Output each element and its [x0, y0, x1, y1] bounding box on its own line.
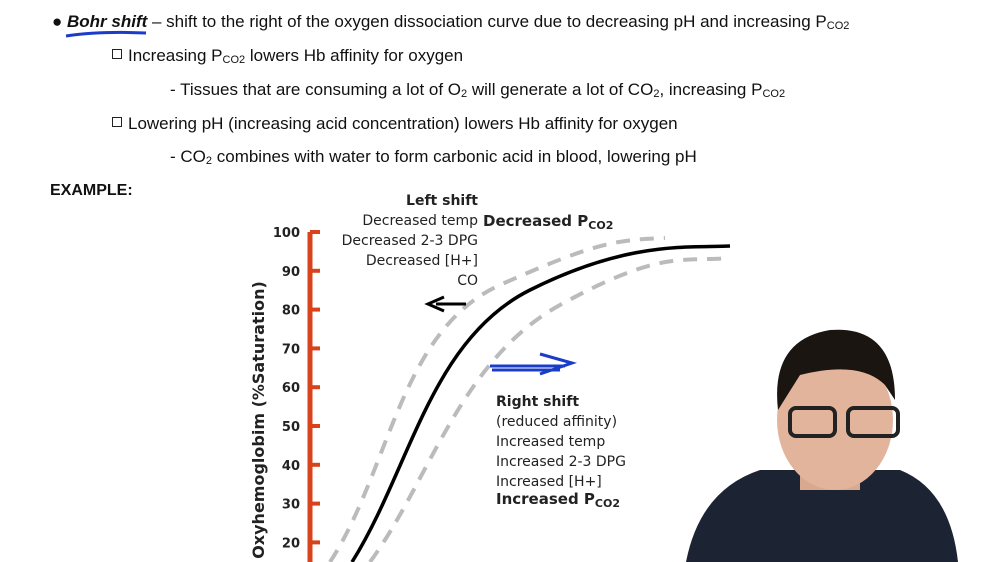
sub-line: Increasing PCO2 lowers Hb affinity for o… [112, 46, 463, 66]
subscript: CO2 [222, 54, 246, 66]
right-curve [368, 256, 731, 562]
y-tick-label: 70 [282, 342, 300, 357]
text: - Tissues that are consuming a lot of O [170, 80, 462, 99]
text: will generate a lot of CO [467, 80, 654, 99]
text: combines with water to form carbonic aci… [212, 147, 697, 166]
left-arrow [424, 295, 466, 313]
text: – shift to the right of the oxygen disso… [147, 12, 827, 31]
right-shift-item: Increased temp [496, 434, 605, 450]
subscript: CO2 [762, 88, 786, 100]
left-shift-item: CO [457, 273, 478, 289]
y-tick-label: 100 [273, 226, 300, 241]
y-tick-label: 20 [282, 536, 300, 551]
right-shift-item: Increased [H+] [496, 474, 602, 490]
left-curve [328, 236, 666, 562]
subscript: 2 [461, 88, 468, 100]
y-tick-label: 90 [282, 265, 300, 280]
right-shift-item: Increased 2-3 DPG [496, 454, 626, 470]
text: , increasing P [659, 80, 763, 99]
right-pco2: Increased PCO2 [496, 490, 620, 510]
normal-curve [350, 244, 731, 562]
left-shift-title: Left shift [406, 193, 478, 209]
text: Lowering pH (increasing acid concentrati… [128, 114, 678, 133]
subscript: CO2 [595, 497, 620, 510]
term: Bohr shift [67, 12, 148, 31]
detail-line: - CO2 combines with water to form carbon… [170, 147, 697, 167]
left-shift-item: Decreased [H+] [366, 253, 478, 269]
y-tick-label: 30 [282, 498, 300, 513]
subscript: 2 [205, 155, 213, 167]
text: Decreased P [483, 212, 588, 230]
left-pco2: Decreased PCO2 [483, 212, 613, 232]
webcam [686, 329, 958, 562]
bullet-line: ● Bohr shift – shift to the right of the… [52, 12, 850, 32]
right-arrow [490, 352, 578, 376]
left-shift-item: Decreased 2-3 DPG [342, 233, 478, 249]
subscript: CO2 [826, 20, 850, 32]
subscript: 2 [653, 88, 660, 100]
y-tick-label: 40 [282, 459, 300, 474]
underline [65, 30, 147, 38]
right-shift-item: (reduced affinity) [496, 414, 617, 430]
left-shift-item: Decreased temp [362, 213, 478, 229]
text: Increased P [496, 490, 595, 508]
y-label: Oxyhemoglobim (%Saturation) [249, 281, 268, 559]
sub-line: Lowering pH (increasing acid concentrati… [112, 114, 678, 134]
right-shift-title: Right shift [496, 394, 579, 410]
y-tick-label: 50 [282, 420, 300, 435]
text: Increasing P [128, 46, 223, 65]
y-tick-label: 60 [282, 381, 300, 396]
y-tick-label: 80 [282, 304, 300, 319]
text: lowers Hb affinity for oxygen [245, 46, 464, 65]
detail-line: - Tissues that are consuming a lot of O2… [170, 80, 785, 100]
subscript: CO2 [588, 219, 613, 232]
text: - CO [170, 147, 206, 166]
example-label: EXAMPLE: [50, 182, 133, 199]
